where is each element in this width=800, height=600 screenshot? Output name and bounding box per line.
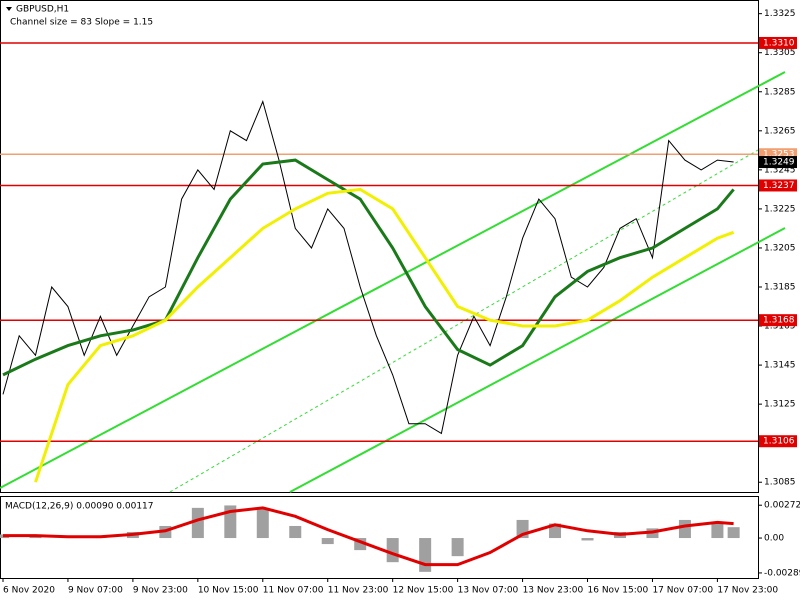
x-tick-label: 9 Nov 23:00 <box>133 586 188 596</box>
series-line <box>3 506 734 567</box>
level-label: 1.3237 <box>763 181 795 191</box>
x-tick-label: 13 Nov 23:00 <box>523 586 584 596</box>
level-label: 1.3106 <box>763 437 795 447</box>
chart-subtitle: Channel size = 83 Slope = 1.15 <box>10 18 153 28</box>
histogram-bar <box>581 538 594 541</box>
x-tick-label: 11 Nov 07:00 <box>263 586 324 596</box>
y-tick-label: 1.3085 <box>764 478 796 488</box>
chart-title: GBPUSD,H1 <box>16 5 69 15</box>
y-tick-label: 1.3145 <box>764 361 796 371</box>
channel-lower <box>289 227 786 493</box>
level-label: 1.3168 <box>763 316 795 326</box>
level-tag <box>759 36 797 49</box>
histogram-bar <box>451 538 464 557</box>
x-tick-label: 6 Nov 2020 <box>3 586 55 596</box>
series-line <box>2 158 735 377</box>
level-tag <box>759 179 797 192</box>
macd-title: MACD(12,26,9) 0.00090 0.00117 <box>5 502 154 512</box>
x-tick-label: 11 Nov 23:00 <box>328 586 389 596</box>
level-tag <box>759 314 797 327</box>
histogram-bar <box>727 527 740 539</box>
series-line <box>2 99 734 435</box>
price-tag <box>759 156 797 169</box>
x-tick-label: 16 Nov 15:00 <box>588 586 649 596</box>
y-tick-label: -0.00289 <box>764 568 800 578</box>
level-label: 1.3253 <box>763 150 795 160</box>
histogram-bar <box>678 519 691 539</box>
x-tick-label: 13 Nov 07:00 <box>458 586 519 596</box>
price-label: 1.3249 <box>763 158 795 168</box>
y-tick-label: 1.3205 <box>764 243 796 253</box>
y-tick-label: 1.3265 <box>764 126 796 136</box>
histogram-bar <box>711 523 724 539</box>
y-tick-label: 1.3165 <box>764 322 796 332</box>
y-tick-label: 1.3285 <box>764 87 796 97</box>
channel-upper <box>0 71 786 489</box>
x-tick-label: 17 Nov 23:00 <box>717 586 778 596</box>
level-tag <box>759 435 797 448</box>
x-tick-label: 9 Nov 07:00 <box>68 586 123 596</box>
histogram-bar <box>191 507 204 539</box>
menu-arrow[interactable] <box>6 7 12 11</box>
histogram-bar <box>386 538 399 563</box>
y-tick-label: 0.00272 <box>764 501 800 511</box>
price-panel <box>0 0 759 493</box>
x-tick-label: 17 Nov 07:00 <box>652 586 713 596</box>
y-tick-label: 1.3305 <box>764 48 796 58</box>
y-tick-label: 1.3125 <box>764 400 796 410</box>
y-tick-label: 1.3325 <box>764 9 796 19</box>
y-tick-label: 1.3245 <box>764 165 796 175</box>
histogram-bar <box>321 538 334 545</box>
histogram-bar <box>289 525 302 539</box>
y-tick-label: 1.3225 <box>764 204 796 214</box>
histogram-bar <box>419 538 432 572</box>
y-tick-label: 1.3185 <box>764 283 796 293</box>
histogram-bar <box>256 507 269 539</box>
x-tick-label: 10 Nov 15:00 <box>198 586 259 596</box>
x-tick-label: 12 Nov 15:00 <box>393 586 454 596</box>
y-tick-label: 0.00 <box>764 534 784 544</box>
series-line <box>34 187 735 483</box>
level-label: 1.3310 <box>763 38 795 48</box>
